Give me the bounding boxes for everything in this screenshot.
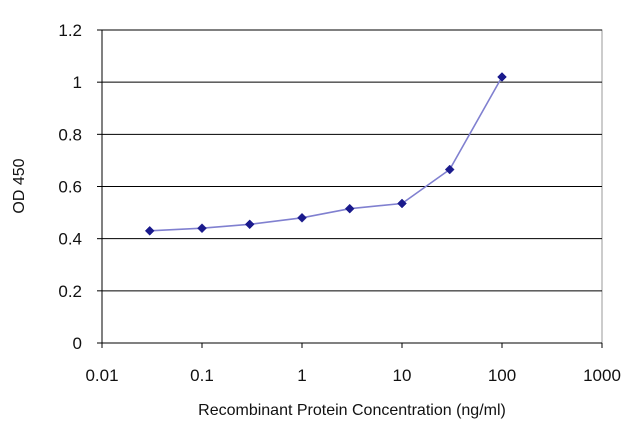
y-tick-label: 0.4 <box>58 230 82 249</box>
x-axis-title: Recombinant Protein Concentration (ng/ml… <box>198 402 506 419</box>
x-tick-label: 0.01 <box>85 366 118 385</box>
x-tick-label: 100 <box>488 366 516 385</box>
data-point-marker <box>344 203 355 214</box>
data-point-marker <box>444 164 455 175</box>
data-point-marker <box>497 72 507 82</box>
x-tick-label: 10 <box>393 366 412 385</box>
y-tick-label: 0.2 <box>58 282 82 301</box>
y-tick-labels: 0 0.2 0.4 0.6 0.8 1 1.2 <box>58 21 102 353</box>
y-tick-label: 1.2 <box>58 21 82 40</box>
y-tick-label: 0.6 <box>58 178 82 197</box>
y-tick-label: 0 <box>73 334 82 353</box>
data-point-marker <box>297 212 307 223</box>
y-tick-label: 1 <box>73 73 82 92</box>
data-point-marker <box>244 219 255 230</box>
x-tick-labels: 0.01 0.1 1 10 100 1000 <box>85 343 621 385</box>
gridlines <box>102 29 602 292</box>
series-line <box>149 76 503 232</box>
data-point-marker <box>144 225 155 236</box>
data-point-marker <box>197 223 207 234</box>
data-point-marker <box>397 198 407 209</box>
y-tick-label: 0.8 <box>58 125 82 144</box>
series <box>144 72 507 236</box>
x-tick-label: 0.1 <box>190 366 214 385</box>
x-tick-label: 1 <box>297 366 306 385</box>
y-axis-title: OD 450 <box>11 158 28 213</box>
x-tick-label: 1000 <box>583 366 621 385</box>
